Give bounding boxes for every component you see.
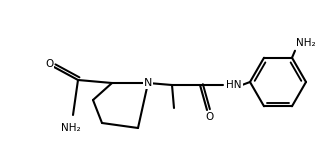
- Text: O: O: [205, 112, 213, 122]
- Text: N: N: [144, 78, 152, 88]
- Text: NH₂: NH₂: [61, 123, 81, 133]
- Text: O: O: [45, 59, 53, 69]
- Text: NH₂: NH₂: [296, 38, 316, 48]
- Text: HN: HN: [226, 80, 242, 90]
